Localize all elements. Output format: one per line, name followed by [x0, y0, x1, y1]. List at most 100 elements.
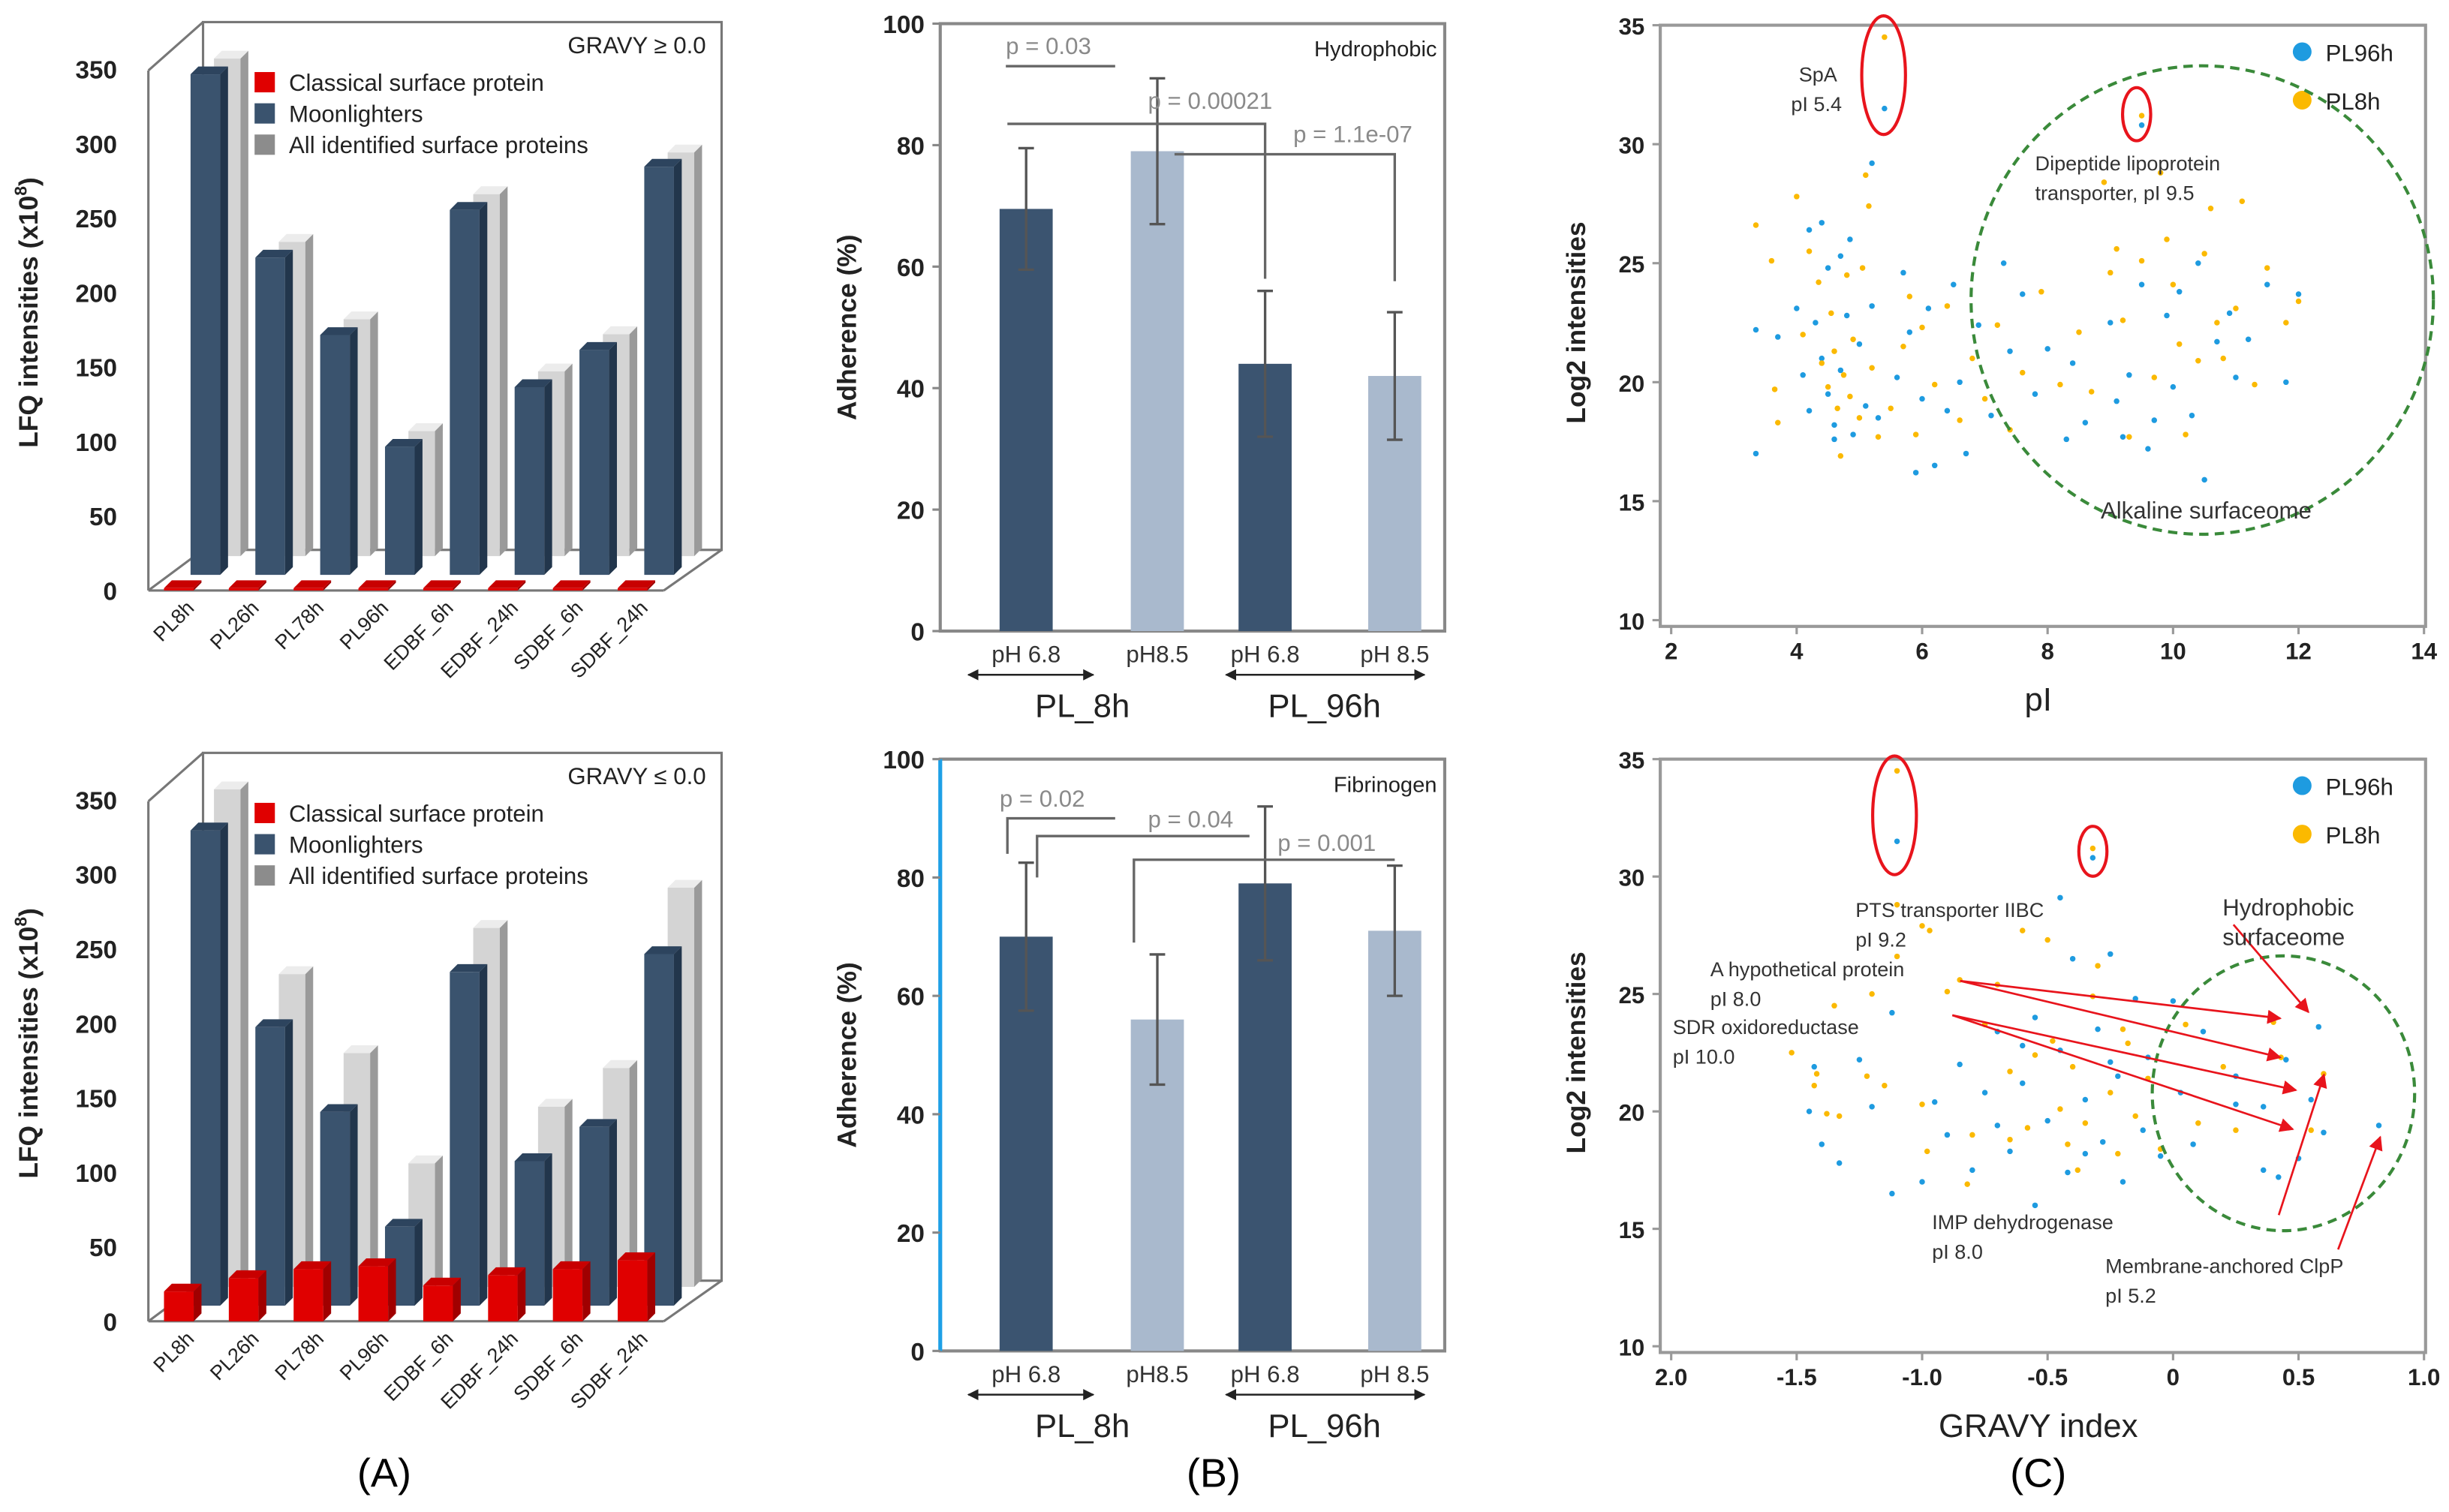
- bar-classical-top: [618, 580, 655, 588]
- bar-all-identified-top: [537, 363, 573, 371]
- significance-bracket: [1174, 152, 1396, 281]
- data-point-pl8h: [2239, 198, 2246, 205]
- bar-classical-side: [647, 1252, 655, 1321]
- bar-moonlighters-front: [255, 1027, 285, 1306]
- data-point-pl8h: [1981, 395, 1988, 402]
- data-point-pl8h: [1894, 901, 1900, 908]
- data-point-pl96h: [1931, 462, 1938, 469]
- data-point-pl96h: [2032, 1015, 2038, 1021]
- y-axis-title: Adherence (%): [832, 962, 862, 1148]
- chart-title: Fibrinogen: [1334, 773, 1437, 797]
- bar-classical: [164, 580, 202, 591]
- bar-classical-front: [293, 1269, 323, 1321]
- bar-classical-side: [258, 580, 266, 591]
- data-point-pl96h: [1889, 1190, 1895, 1197]
- data-point-pl96h: [1994, 1123, 2001, 1129]
- annotation-arrow: [1960, 979, 2282, 1062]
- bar-all-identified-top: [473, 920, 508, 928]
- bar-classical-front: [488, 1275, 518, 1321]
- data-point-pl8h: [2283, 320, 2289, 326]
- x-tick-label: 2: [1665, 638, 1677, 664]
- bar-classical-front: [228, 588, 259, 591]
- data-point-pl8h: [1775, 419, 1781, 425]
- bar-moonlighters-top: [384, 438, 423, 447]
- x-tick-label: 2.0: [1655, 1364, 1687, 1390]
- plot-frame: [938, 22, 1447, 633]
- data-point-pl96h: [2151, 417, 2158, 423]
- y-tick-label: 100: [76, 1160, 118, 1188]
- x-tick-label: pH 8.5: [1360, 642, 1429, 668]
- bar-classical: [293, 580, 332, 591]
- bar-all-identified-side: [370, 1045, 378, 1288]
- data-point-pl96h: [2099, 1139, 2106, 1145]
- y-tick-label: 100: [883, 11, 925, 39]
- data-point-pl8h: [1964, 1181, 1970, 1187]
- data-point-pl8h: [2164, 236, 2170, 242]
- data-point-pl96h: [1831, 422, 1837, 428]
- data-point-pl8h: [1969, 355, 1975, 362]
- bar-moonlighters-front: [579, 350, 609, 576]
- bar-moonlighters-top: [384, 1219, 423, 1227]
- bar-moonlighters: [450, 202, 488, 576]
- p-value-label: p = 0.04: [1148, 806, 1234, 832]
- data-point-pl8h: [1882, 1082, 1888, 1089]
- bar-classical-front: [618, 588, 648, 591]
- x-tick-label: pH 6.8: [1231, 642, 1300, 668]
- panel-label-c: (C): [2010, 1450, 2066, 1495]
- bar-moonlighters-side: [414, 438, 423, 576]
- bar-moonlighters-front: [384, 446, 415, 576]
- bar-all-identified-side: [564, 1099, 573, 1288]
- data-point-pl96h: [1863, 403, 1869, 409]
- bar-moonlighters-top: [514, 379, 552, 387]
- data-point-pl8h: [1900, 343, 1906, 350]
- data-point-pl8h: [2138, 257, 2145, 264]
- data-point-pl8h: [2207, 206, 2214, 212]
- bar-moonlighters-top: [450, 963, 488, 972]
- annotation-label: pI 8.0: [1710, 987, 1762, 1010]
- data-point-pl96h: [1900, 269, 1906, 276]
- bar-classical-front: [552, 588, 583, 591]
- bar-moonlighters-top: [450, 202, 488, 210]
- data-point-pl8h: [2201, 251, 2207, 257]
- data-point-pl8h: [2125, 1040, 2131, 1047]
- bar-all-identified-side: [305, 233, 314, 557]
- x-tick-label: pH 6.8: [991, 642, 1061, 668]
- y-tick-label: 200: [76, 1011, 118, 1039]
- data-point-pl8h: [1800, 332, 1806, 338]
- bar-moonlighters: [320, 327, 358, 576]
- y-axis-title: LFQ intensities (x108): [11, 908, 44, 1179]
- data-point-pl96h: [1806, 227, 1813, 233]
- data-point-pl8h: [1834, 405, 1840, 411]
- bar-classical: [228, 1270, 266, 1321]
- bar-classical: [358, 1258, 396, 1321]
- bar-moonlighters-top: [644, 946, 682, 954]
- p-value-label: p = 0.001: [1277, 830, 1376, 856]
- data-point-pl96h: [1856, 1057, 1863, 1063]
- data-point-pl8h: [1894, 768, 1900, 774]
- bar-classical-front: [164, 588, 194, 591]
- bar-classical-side: [194, 580, 202, 591]
- bar-moonlighters-side: [414, 1219, 423, 1306]
- legend-label: PL96h: [2326, 40, 2393, 66]
- y-axis-title-part: 8: [11, 917, 30, 927]
- data-point-pl96h: [2245, 336, 2252, 342]
- data-point-pl8h: [1875, 434, 1882, 440]
- data-point-pl8h: [2195, 358, 2201, 364]
- data-point-pl8h: [2020, 369, 2026, 376]
- data-point-pl96h: [2108, 1059, 2114, 1066]
- data-point-pl8h: [2101, 179, 2108, 185]
- y-tick-label: 35: [1619, 747, 1645, 774]
- x-tick-label: pH8.5: [1126, 642, 1188, 668]
- bar-moonlighters-side: [284, 249, 293, 576]
- data-point-pl8h: [2183, 1021, 2189, 1028]
- annotation-arrow: [2232, 924, 2309, 1014]
- data-point-pl8h: [2057, 381, 2063, 388]
- data-point-pl96h: [2170, 998, 2177, 1004]
- annotation-arrow: [1951, 1014, 2294, 1132]
- data-point-pl96h: [2164, 312, 2170, 319]
- bar-all-identified-top: [667, 879, 703, 888]
- bar-moonlighters-top: [579, 341, 617, 350]
- bar-moonlighters-side: [609, 341, 617, 576]
- data-point-pl96h: [2132, 996, 2138, 1002]
